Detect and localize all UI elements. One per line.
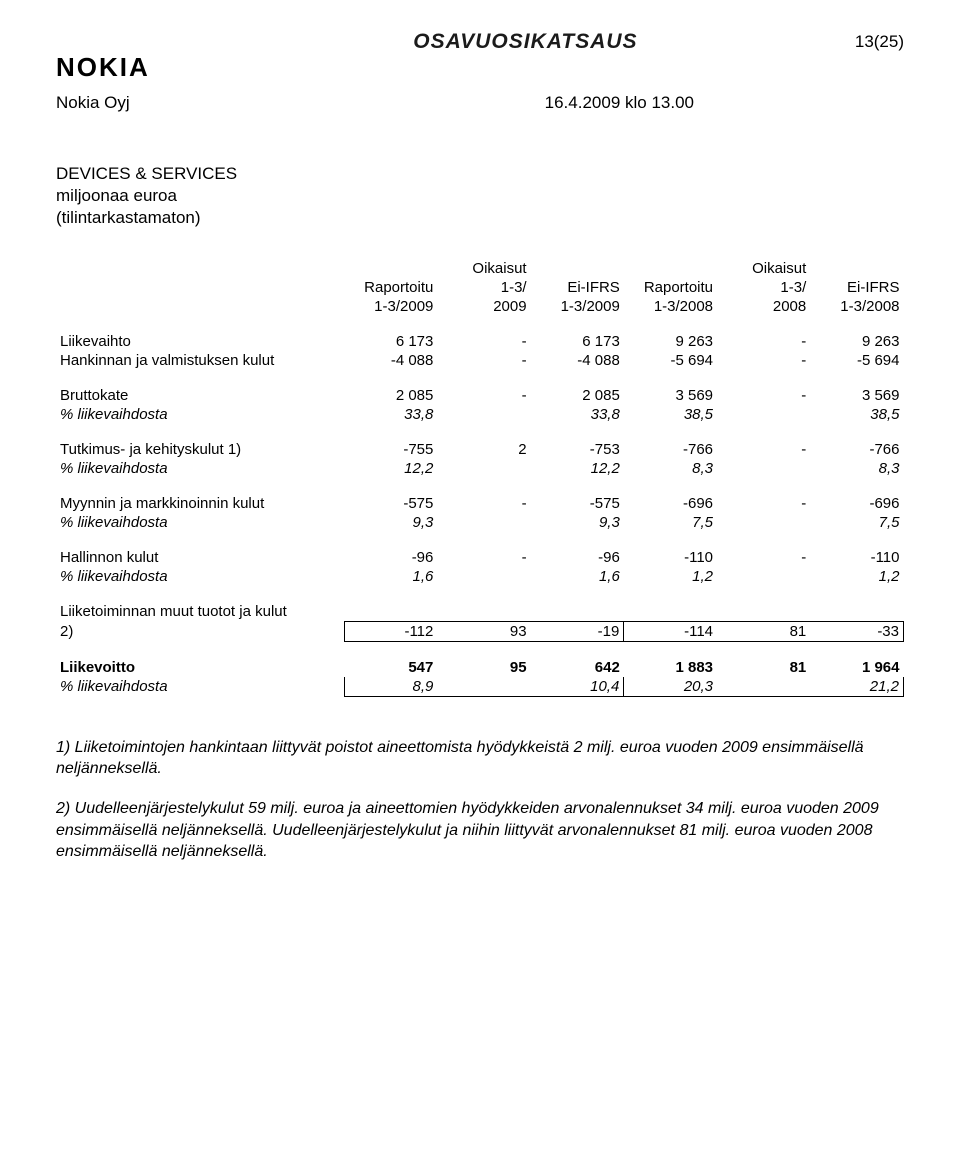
page-indicator: 13(25) — [855, 30, 904, 52]
table-row: Hallinnon kulut -96 - -96 -110 - -110 — [56, 548, 904, 567]
table-header-row-1: Oikaisut Oikaisut — [56, 259, 904, 278]
table-row: % liikevaihdosta 9,3 9,3 7,5 7,5 — [56, 513, 904, 532]
table-row: Bruttokate 2 085 - 2 085 3 569 - 3 569 — [56, 386, 904, 405]
hdr-eiifrs-2009: Ei-IFRS — [531, 278, 624, 297]
hdr-132008-b: 1-3/2008 — [810, 297, 903, 316]
table-header-row-2: Raportoitu 1-3/ Ei-IFRS Raportoitu 1-3/ … — [56, 278, 904, 297]
doc-title-text: OSAVUOSIKATSAUS — [413, 30, 637, 53]
hdr-oikaisut-2009: Oikaisut — [437, 259, 530, 278]
section-line3: (tilintarkastamaton) — [56, 207, 904, 229]
hdr-13-2008: 1-3/ — [717, 278, 810, 297]
section-title: DEVICES & SERVICES miljoonaa euroa (tili… — [56, 163, 904, 229]
table-row: 2) -112 93 -19 -114 81 -33 — [56, 621, 904, 641]
hdr-empty — [531, 259, 624, 278]
company-name: Nokia Oyj — [56, 93, 130, 113]
table-row-liikevoitto: Liikevoitto 547 95 642 1 883 81 1 964 — [56, 658, 904, 677]
doc-title: OSAVUOSIKATSAUS — [196, 30, 855, 54]
hdr-13-2009: 1-3/ — [437, 278, 530, 297]
footnote-1: 1) Liiketoimintojen hankintaan liittyvät… — [56, 737, 904, 780]
logo-row: NOKIA — [56, 52, 904, 83]
report-datetime: 16.4.2009 klo 13.00 — [545, 93, 904, 113]
table-row: Liiketoiminnan muut tuotot ja kulut — [56, 602, 904, 621]
info-row: Nokia Oyj 16.4.2009 klo 13.00 — [56, 93, 904, 113]
hdr-empty — [344, 259, 437, 278]
hdr-empty — [624, 259, 717, 278]
row-label: Liikevaihto — [56, 332, 344, 351]
financial-table: Oikaisut Oikaisut Raportoitu 1-3/ Ei-IFR… — [56, 259, 904, 697]
table-row: % liikevaihdosta 8,9 10,4 20,3 21,2 — [56, 677, 904, 697]
table-row: % liikevaihdosta 33,8 33,8 38,5 38,5 — [56, 405, 904, 424]
page-container: OSAVUOSIKATSAUS 13(25) NOKIA Nokia Oyj 1… — [0, 0, 960, 931]
hdr-132009-b: 1-3/2009 — [531, 297, 624, 316]
hdr-eiifrs-2008: Ei-IFRS — [810, 278, 903, 297]
hdr-raportoitu-2009: Raportoitu — [344, 278, 437, 297]
hdr-raportoitu-2008: Raportoitu — [624, 278, 717, 297]
table-header-row-3: 1-3/2009 2009 1-3/2009 1-3/2008 2008 1-3… — [56, 297, 904, 316]
table-row: % liikevaihdosta 12,2 12,2 8,3 8,3 — [56, 459, 904, 478]
table-row: % liikevaihdosta 1,6 1,6 1,2 1,2 — [56, 567, 904, 586]
table-row: Hankinnan ja valmistuksen kulut -4 088 -… — [56, 351, 904, 370]
hdr-2009: 2009 — [437, 297, 530, 316]
hdr-2008: 2008 — [717, 297, 810, 316]
header-row: OSAVUOSIKATSAUS 13(25) — [56, 30, 904, 54]
footnote-2: 2) Uudelleenjärjestelykulut 59 milj. eur… — [56, 798, 904, 863]
table-row: Myynnin ja markkinoinnin kulut -575 - -5… — [56, 494, 904, 513]
footnotes: 1) Liiketoimintojen hankintaan liittyvät… — [56, 737, 904, 863]
row-label: Hankinnan ja valmistuksen kulut — [56, 351, 344, 370]
table-row: Tutkimus- ja kehityskulut 1) -755 2 -753… — [56, 440, 904, 459]
hdr-132008-a: 1-3/2008 — [624, 297, 717, 316]
section-line1: DEVICES & SERVICES — [56, 163, 904, 185]
hdr-oikaisut-2008: Oikaisut — [717, 259, 810, 278]
hdr-empty — [810, 259, 903, 278]
hdr-132009-a: 1-3/2009 — [344, 297, 437, 316]
section-line2: miljoonaa euroa — [56, 185, 904, 207]
table-row: Liikevaihto 6 173 - 6 173 9 263 - 9 263 — [56, 332, 904, 351]
nokia-logo: NOKIA — [56, 52, 150, 82]
